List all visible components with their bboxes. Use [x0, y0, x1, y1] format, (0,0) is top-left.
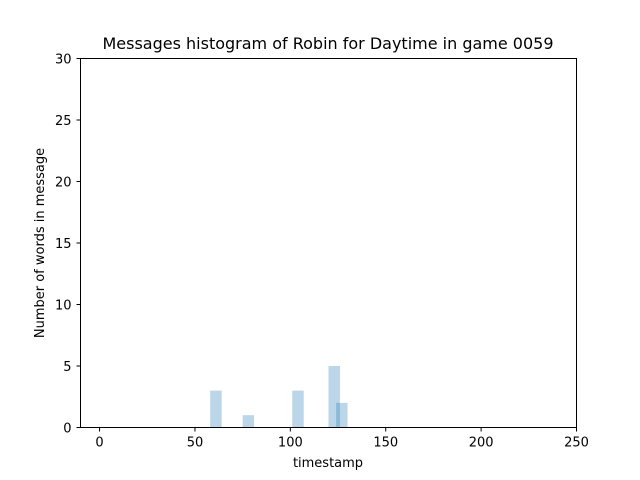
histogram-bar-3 [328, 366, 340, 428]
x-tick-label-0: 0 [95, 436, 103, 451]
y-tick-label-2: 10 [55, 299, 72, 314]
x-axis-label: timestamp [293, 456, 363, 471]
y-tick-label-5: 25 [55, 114, 72, 129]
y-axis-label: Number of words in message [33, 148, 48, 338]
y-tick-label-3: 15 [55, 237, 72, 252]
chart-title: Messages histogram of Robin for Daytime … [102, 34, 553, 53]
x-tick-label-3: 150 [373, 436, 398, 451]
x-tick-label-2: 100 [278, 436, 303, 451]
x-tick-label-1: 50 [187, 436, 204, 451]
y-tick-label-4: 20 [55, 176, 72, 191]
histogram-bar-2 [292, 390, 304, 428]
x-tick-label-4: 200 [469, 436, 494, 451]
y-tick-label-0: 0 [63, 422, 71, 437]
y-tick-label-6: 30 [55, 53, 72, 68]
histogram-bar-0 [210, 390, 222, 428]
y-axis: 0 5 10 15 20 25 30 [55, 53, 81, 437]
bar-group [210, 366, 348, 428]
histogram-bar-1 [242, 415, 255, 428]
histogram-bar-4 [336, 402, 348, 428]
y-tick-label-1: 5 [63, 360, 71, 375]
x-axis: 0 50 100 150 200 250 [95, 427, 589, 451]
x-tick-label-5: 250 [564, 436, 589, 451]
